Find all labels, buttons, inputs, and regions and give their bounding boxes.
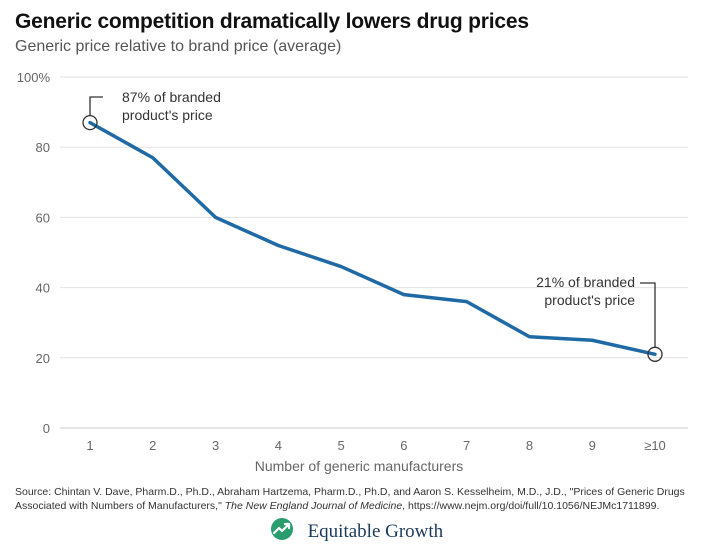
x-tick-label: ≥10 xyxy=(644,438,666,453)
x-tick-label: 2 xyxy=(149,438,156,453)
annotation-leader xyxy=(89,96,103,116)
x-tick-label: 4 xyxy=(275,438,282,453)
chart-title: Generic competition dramatically lowers … xyxy=(15,10,529,33)
x-tick-label: 3 xyxy=(212,438,219,453)
annotation-text: 87% of branded xyxy=(122,89,221,105)
grid-layer xyxy=(60,76,688,429)
series-line xyxy=(88,120,657,357)
source-note: Source: Chintan V. Dave, Pharm.D., Ph.D.… xyxy=(15,485,705,513)
y-tick-label: 40 xyxy=(36,281,50,296)
annotation-leader xyxy=(640,282,656,348)
annotation-text: 21% of branded xyxy=(536,274,635,290)
y-tick-label: 100% xyxy=(17,70,51,85)
annotation-layer: 87% of branded product's price 21% of bran… xyxy=(82,89,663,362)
x-axis-label: Number of generic manufacturers xyxy=(255,458,464,474)
y-tick-label: 60 xyxy=(36,210,50,225)
x-tick-label: 1 xyxy=(86,438,93,453)
brand-footer: Equitable Growth xyxy=(0,517,710,547)
source-text: Source: Chintan V. Dave, Pharm.D., Ph.D.… xyxy=(15,486,685,512)
y-tick-label: 20 xyxy=(36,351,50,366)
source-journal: The New England Journal of Medicine xyxy=(224,500,403,512)
source-url: , https://www.nejm.org/doi/full/10.1056/… xyxy=(402,500,660,512)
x-tick-label: 9 xyxy=(589,438,596,453)
line-chart: 0 20 40 60 80 100% 1 2 3 4 5 6 7 8 9 ≥10 87% of brande… xyxy=(17,70,688,474)
y-tick-label: 80 xyxy=(36,140,50,155)
x-tick-label: 7 xyxy=(463,438,470,453)
x-tick-labels: 1 2 3 4 5 6 7 8 9 ≥10 xyxy=(86,438,665,453)
chart-subtitle: Generic price relative to brand price (a… xyxy=(15,38,342,55)
x-tick-label: 6 xyxy=(400,438,407,453)
y-tick-label: 0 xyxy=(43,421,50,436)
series-layer xyxy=(88,120,657,357)
x-tick-label: 8 xyxy=(526,438,533,453)
y-tick-labels: 0 20 40 60 80 100% xyxy=(17,70,51,436)
brand-name: Equitable Growth xyxy=(307,521,444,542)
equitable-growth-logo-icon xyxy=(267,517,297,547)
annotation-text: product's price xyxy=(544,292,635,308)
annotation-text: product's price xyxy=(122,107,213,123)
x-tick-label: 5 xyxy=(337,438,344,453)
